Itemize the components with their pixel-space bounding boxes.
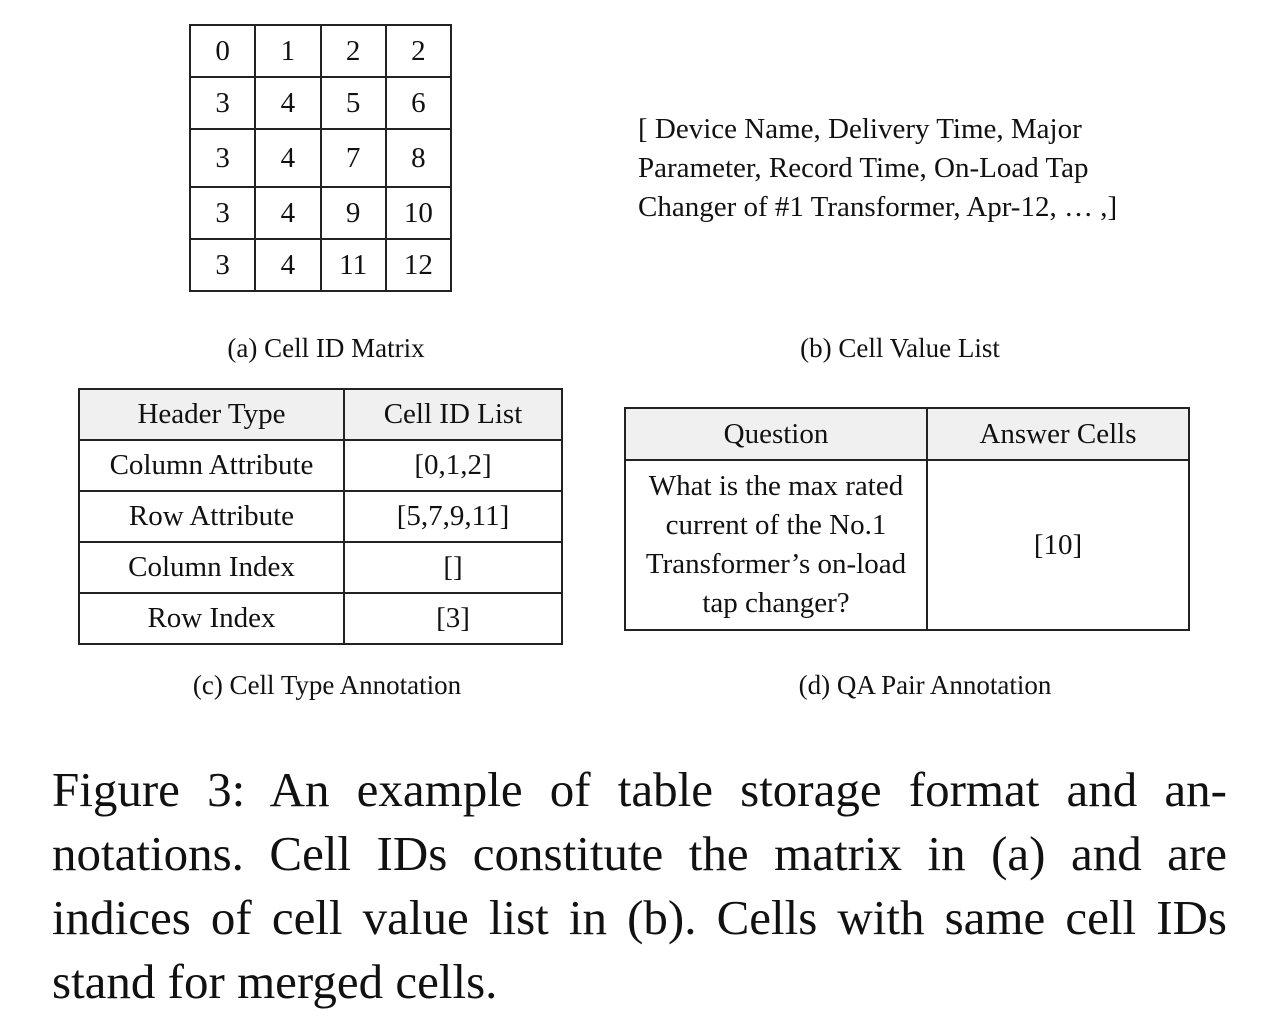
matrix-cell: 6 [384, 76, 453, 130]
matrix-row: 0 1 2 2 [188, 24, 453, 78]
table-row: Row Attribute [5,7,9,11] [78, 490, 563, 543]
matrix-cell: 3 [188, 76, 257, 130]
matrix-cell: 4 [254, 76, 322, 130]
column-header: Cell ID List [343, 388, 563, 441]
matrix-row: 3 4 11 12 [188, 238, 453, 292]
matrix-cell: 5 [319, 76, 387, 130]
value-list-line: [ Device Name, Delivery Time, Major [638, 113, 1082, 145]
matrix-row: 3 4 7 8 [188, 128, 453, 188]
matrix-cell: 4 [254, 238, 322, 292]
table-cell: Column Attribute [78, 439, 345, 492]
table-cell: [5,7,9,11] [343, 490, 563, 543]
matrix-row: 3 4 5 6 [188, 76, 453, 130]
subcaption-c: (c) Cell Type Annotation [192, 670, 462, 700]
value-list-line: Parameter, Record Time, On-Load Tap [638, 152, 1089, 184]
matrix-cell: 4 [254, 128, 322, 188]
table-cell: [0,1,2] [343, 439, 563, 492]
matrix-cell: 8 [384, 128, 453, 188]
matrix-row: 3 4 9 10 [188, 186, 453, 240]
matrix-cell: 9 [319, 186, 387, 240]
question-line: tap changer? [702, 587, 850, 619]
table-header-row: Header Type Cell ID List [78, 388, 563, 441]
matrix-cell: 7 [319, 128, 387, 188]
table-cell: Row Index [78, 592, 345, 645]
table-cell: Column Index [78, 541, 345, 594]
question-line: current of the No.1 [665, 509, 887, 541]
table-row: Row Index [3] [78, 592, 563, 645]
qa-pair-table: Question Answer Cells What is the max ra… [624, 407, 1190, 631]
table-cell: [3] [343, 592, 563, 645]
matrix-cell: 11 [319, 238, 387, 292]
question-cell: What is the max rated current of the No.… [624, 459, 928, 631]
table-cell: [] [343, 541, 563, 594]
question-line: Transformer’s on-load [645, 548, 907, 580]
column-header: Answer Cells [926, 407, 1190, 461]
matrix-cell: 12 [384, 238, 453, 292]
table-row: What is the max rated current of the No.… [624, 459, 1190, 631]
matrix-cell: 0 [188, 24, 257, 78]
cell-type-table: Header Type Cell ID List Column Attribut… [78, 388, 563, 645]
subcaption-a: (a) Cell ID Matrix [227, 333, 425, 363]
matrix-cell: 10 [384, 186, 453, 240]
table-cell: Row Attribute [78, 490, 345, 543]
matrix-cell: 3 [188, 238, 257, 292]
subcaption-d: (d) QA Pair Annotation [798, 670, 1052, 700]
matrix-cell: 2 [384, 24, 453, 78]
table-row: Column Attribute [0,1,2] [78, 439, 563, 492]
matrix-cell: 1 [254, 24, 322, 78]
column-header: Question [624, 407, 928, 461]
matrix-cell: 2 [319, 24, 387, 78]
cell-value-list: [ Device Name, Delivery Time, Major Para… [638, 110, 1198, 227]
table-header-row: Question Answer Cells [624, 407, 1190, 461]
cell-id-matrix: 0 1 2 2 3 4 5 6 3 4 7 8 3 4 9 10 3 4 11 … [188, 24, 453, 292]
figure-caption: Figure 3: An example of table storage fo… [52, 762, 1227, 1009]
answer-cell: [10] [926, 459, 1190, 631]
matrix-cell: 4 [254, 186, 322, 240]
value-list-line: Changer of #1 Transformer, Apr-12, … ,] [638, 191, 1118, 223]
question-line: What is the max rated [648, 470, 904, 502]
table-row: Column Index [] [78, 541, 563, 594]
matrix-cell: 3 [188, 186, 257, 240]
subcaption-b: (b) Cell Value List [800, 333, 1000, 363]
matrix-cell: 3 [188, 128, 257, 188]
column-header: Header Type [78, 388, 345, 441]
